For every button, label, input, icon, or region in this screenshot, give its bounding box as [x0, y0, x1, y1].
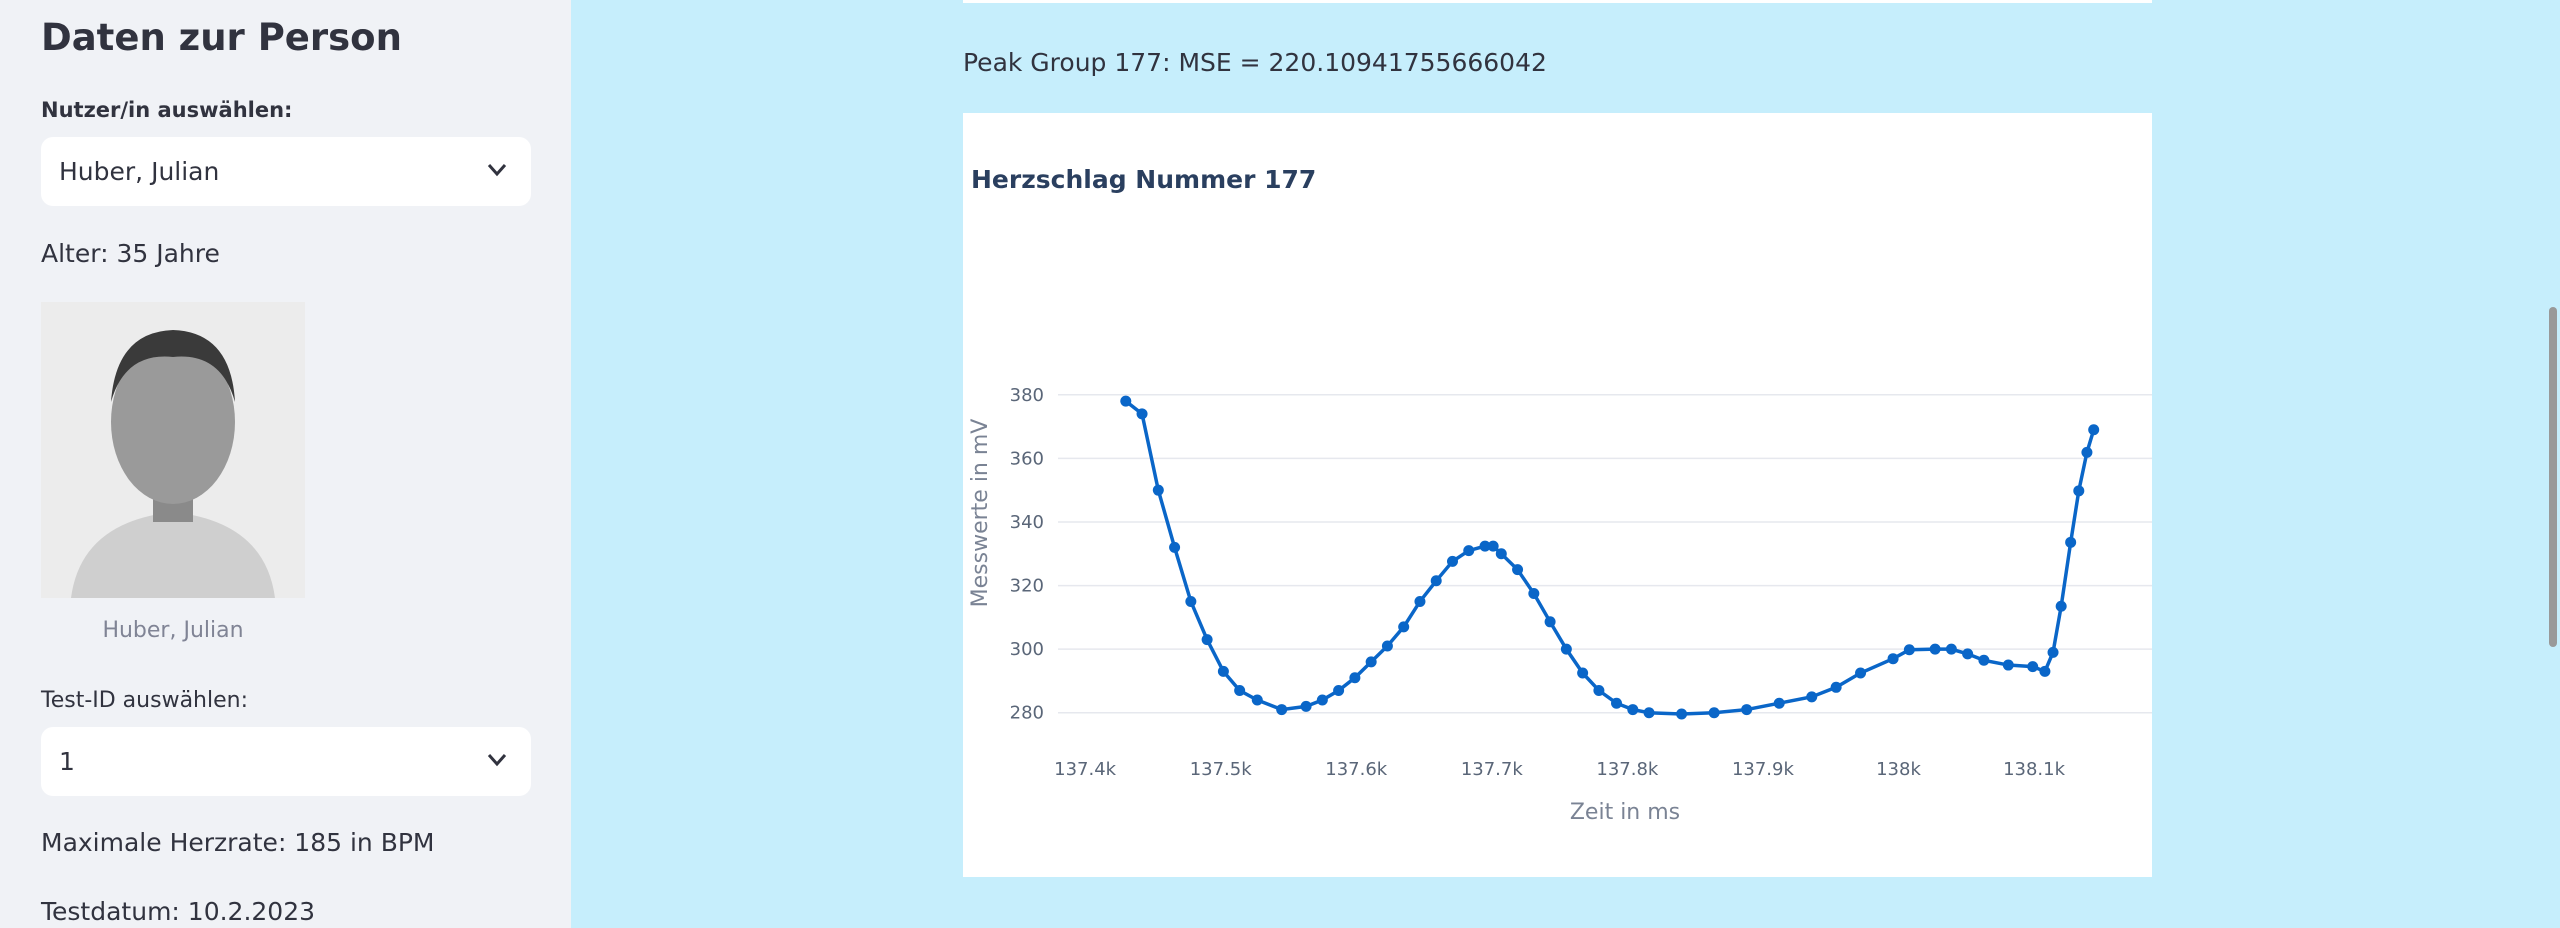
- marker: [1300, 700, 1312, 712]
- marker: [1593, 684, 1605, 696]
- marker: [2039, 665, 2051, 677]
- marker: [1560, 643, 1572, 655]
- sidebar: Daten zur Person Nutzer/in auswählen: Hu…: [0, 0, 571, 928]
- chevron: [487, 164, 507, 177]
- marker: [1479, 540, 1491, 552]
- marker: [1903, 644, 1915, 656]
- photo: [41, 302, 305, 598]
- marker: [2047, 646, 2059, 658]
- test-date: Testdatum: 10.2.2023: [41, 897, 316, 926]
- marker: [1398, 621, 1410, 633]
- marker: [2002, 659, 2014, 671]
- marker: [1708, 707, 1720, 719]
- y-tick-label: 380: [1010, 385, 1044, 406]
- marker: [1806, 691, 1818, 703]
- marker: [2081, 446, 2093, 458]
- marker: [1544, 616, 1556, 628]
- y-tick-label: 300: [1010, 639, 1044, 660]
- marker: [1414, 595, 1426, 607]
- marker: [1316, 694, 1328, 706]
- marker: [1830, 681, 1842, 693]
- test-label: Test-ID auswählen:: [41, 688, 248, 713]
- y-axis-title: Messwerte in mV: [968, 419, 993, 608]
- line: [1124, 399, 2096, 716]
- y-tick-label: 360: [1010, 448, 1044, 469]
- marker: [1120, 395, 1132, 407]
- chevron: [487, 754, 507, 767]
- user-select[interactable]: Huber, Julian: [41, 137, 531, 206]
- marker: [1463, 545, 1475, 557]
- marker: [1430, 575, 1442, 587]
- x-tick-label: 137.7k: [1461, 759, 1524, 780]
- marker: [1773, 697, 1785, 709]
- x-tick-label: 137.8k: [1596, 759, 1659, 780]
- marker: [1381, 640, 1393, 652]
- marker: [1528, 588, 1540, 600]
- marker: [1577, 667, 1589, 679]
- marker: [1929, 643, 1941, 655]
- marker: [1446, 555, 1458, 567]
- test-value: 1: [59, 747, 75, 776]
- marker: [1185, 595, 1197, 607]
- x-tick-label: 138k: [1876, 759, 1921, 780]
- marker: [1676, 708, 1688, 720]
- x-tick-label: 137.5k: [1190, 759, 1253, 780]
- chart-title: Herzschlag Nummer 177: [971, 165, 1316, 194]
- x-tick-label: 138.1k: [2003, 759, 2066, 780]
- marker: [1234, 684, 1246, 696]
- marker: [1627, 704, 1639, 716]
- marker: [2088, 424, 2100, 436]
- marker: [1887, 653, 1899, 665]
- y-tick-label: 340: [1010, 512, 1044, 533]
- marker: [1962, 648, 1974, 660]
- marker: [1643, 707, 1655, 719]
- marker: [2073, 485, 2085, 497]
- test-select[interactable]: 1: [41, 727, 531, 796]
- marker: [1365, 656, 1377, 668]
- x-axis-title: Zeit in ms: [1570, 800, 1680, 825]
- marker: [2065, 536, 2077, 548]
- marker: [1152, 484, 1164, 496]
- marker: [1945, 643, 1957, 655]
- user-label: Nutzer/in auswählen:: [41, 98, 293, 122]
- marker: [1495, 548, 1507, 560]
- x-tick-label: 137.9k: [1732, 759, 1795, 780]
- marker: [1611, 697, 1623, 709]
- marker: [1169, 541, 1181, 553]
- x-tick-label: 137.6k: [1325, 759, 1388, 780]
- marker: [1349, 672, 1361, 684]
- marker: [1217, 665, 1229, 677]
- max-hr: Maximale Herzrate: 185 in BPM: [41, 828, 435, 857]
- marker: [1741, 704, 1753, 716]
- marker: [1855, 667, 1867, 679]
- sidebar-title: Daten zur Person: [41, 16, 402, 59]
- marker: [1512, 564, 1524, 576]
- y-tick-label: 320: [1010, 576, 1044, 597]
- marker: [2027, 661, 2039, 673]
- marker: [1333, 684, 1345, 696]
- scrollbar[interactable]: [2549, 307, 2557, 647]
- marker: [1978, 654, 1990, 666]
- chart: Herzschlag Nummer 177 280 300 320 340 360 380…: [963, 113, 2152, 877]
- marker: [1136, 408, 1148, 420]
- marker: [2055, 600, 2067, 612]
- age: Alter: 35 Jahre: [41, 239, 220, 268]
- x-tick-label: 137.4k: [1054, 759, 1117, 780]
- marker: [1251, 694, 1263, 706]
- user-value: Huber, Julian: [59, 157, 220, 186]
- marker: [1276, 704, 1288, 716]
- marker: [1487, 540, 1499, 552]
- photo-caption: Huber, Julian: [102, 618, 244, 643]
- marker: [1201, 634, 1213, 646]
- y-tick-label: 280: [1010, 703, 1044, 724]
- top-block: [963, 0, 2152, 3]
- mse-text: Peak Group 177: MSE = 220.10941755666042: [963, 48, 1547, 77]
